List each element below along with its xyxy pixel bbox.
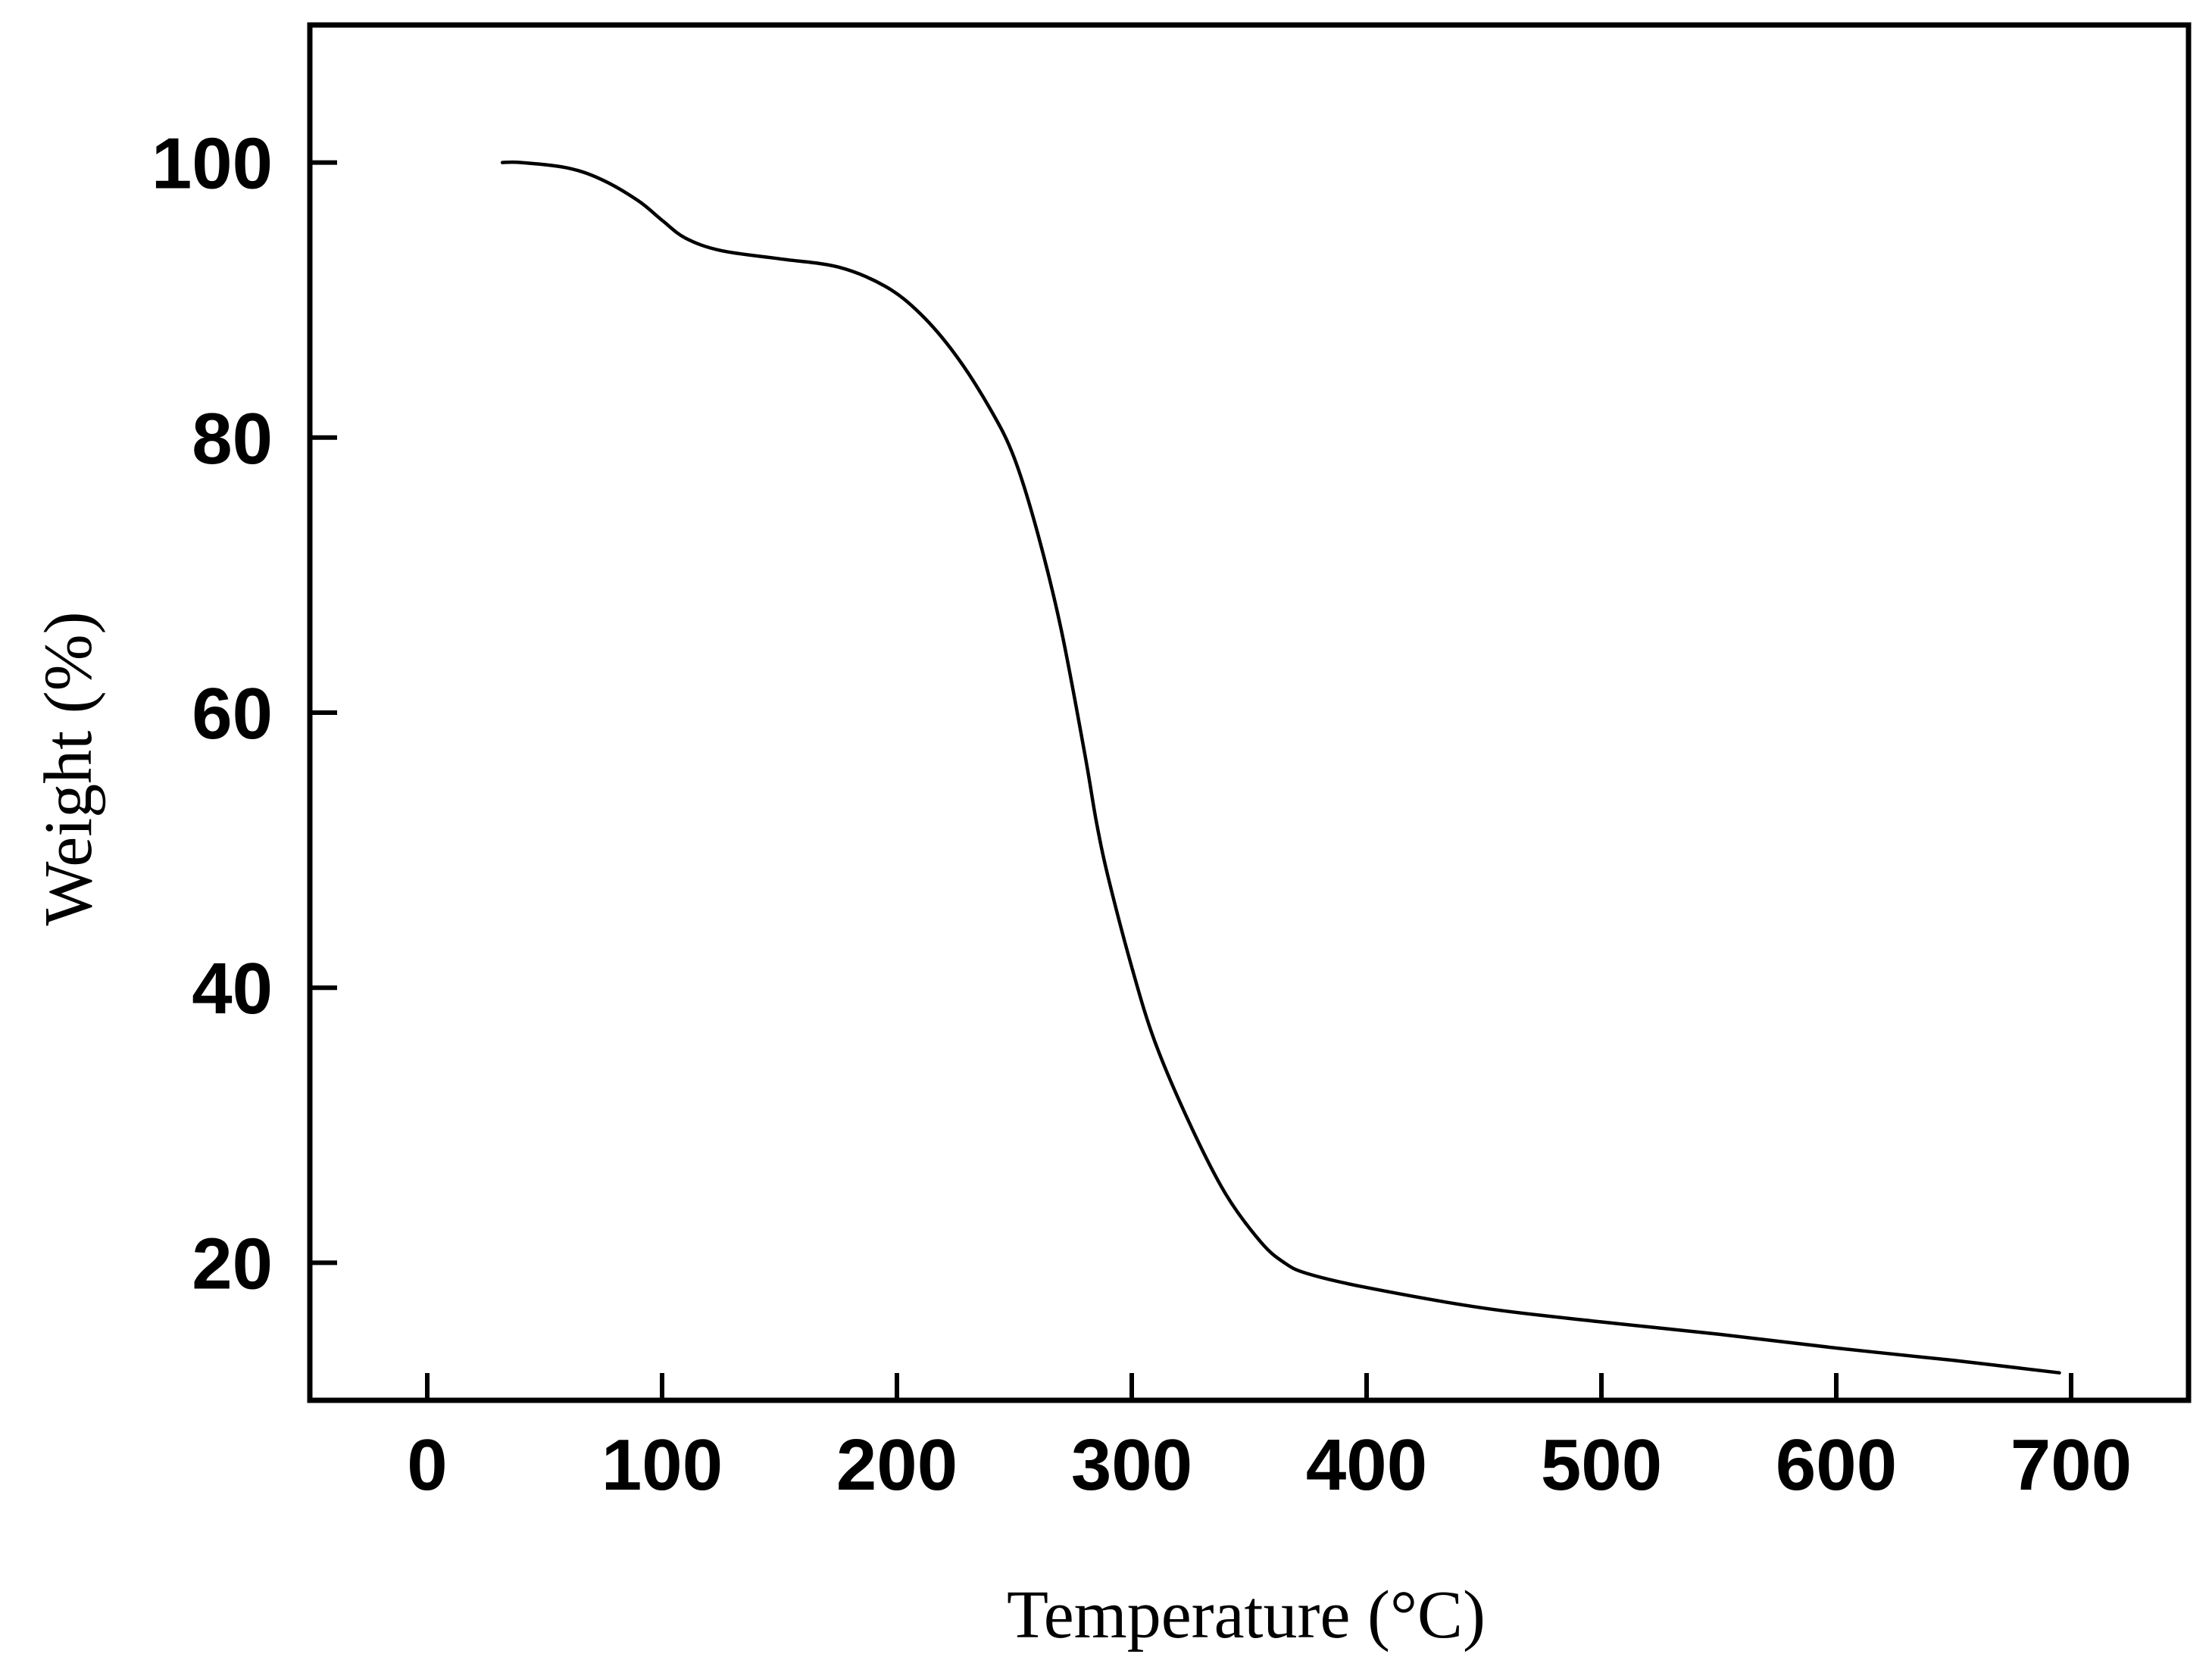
y-tick-label: 60	[192, 673, 273, 754]
y-tick-label: 20	[192, 1223, 273, 1304]
x-tick-label: 400	[1306, 1425, 1427, 1506]
x-tick-label: 600	[1776, 1425, 1897, 1506]
x-tick-label: 300	[1071, 1425, 1192, 1506]
y-axis-title: Weight (%)	[31, 611, 106, 925]
y-tick-label: 80	[192, 398, 273, 479]
weight-loss-curve	[502, 162, 2059, 1373]
x-tick-label: 200	[836, 1425, 958, 1506]
x-tick-label: 700	[2010, 1425, 2132, 1506]
x-axis-ticks: 0 100 200 300 400 500 600 700	[407, 1373, 2132, 1506]
y-tick-label: 40	[192, 948, 273, 1029]
x-axis-title: Temperature (°C)	[1007, 1578, 1486, 1652]
y-tick-label: 100	[152, 123, 273, 204]
x-tick-label: 100	[601, 1425, 723, 1506]
plot-frame	[310, 25, 2189, 1400]
x-tick-label: 0	[407, 1425, 447, 1506]
x-tick-label: 500	[1541, 1425, 1662, 1506]
